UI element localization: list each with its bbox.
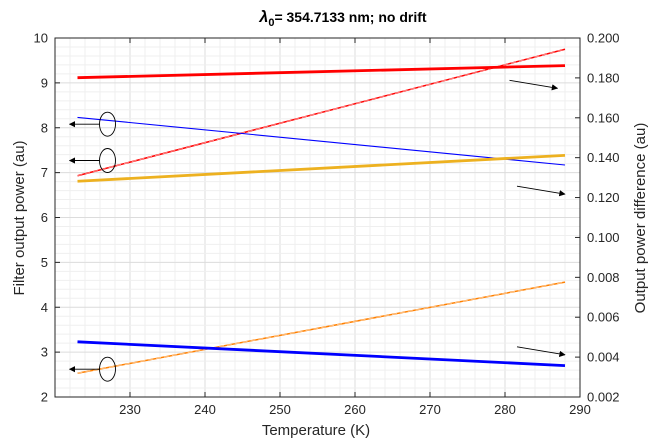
right-series-line-0 xyxy=(77,64,566,80)
x-tick-label: 290 xyxy=(569,402,591,417)
ticks: 230 240 250 260 270 280 290 2 3 4 5 6 7 8 9 10 0.002 0.00… xyxy=(34,31,620,418)
series xyxy=(77,48,566,374)
x-tick-label: 230 xyxy=(119,402,141,417)
right-series-line-1 xyxy=(77,153,566,183)
y-left-axis-label: Filter output power (au) xyxy=(11,140,28,295)
x-tick-label: 240 xyxy=(194,402,216,417)
y-right-tick-label: 0.008 xyxy=(587,270,620,285)
y-left-tick-label: 8 xyxy=(41,120,48,135)
x-axis-label: Temperature (K) xyxy=(262,422,370,439)
y-right-tick-label: 0.200 xyxy=(587,31,620,46)
y-left-tick-label: 6 xyxy=(41,210,48,225)
chart-title: λ0= 354.7133 nm; no drift xyxy=(258,9,426,29)
y-left-tick-label: 9 xyxy=(41,75,48,90)
x-tick-label: 270 xyxy=(419,402,441,417)
title-subscript: 0 xyxy=(268,17,274,29)
y-left-tick-label: 3 xyxy=(41,345,48,360)
y-right-axis-label: Output power difference (au) xyxy=(632,123,649,314)
y-right-tick-label: 0.180 xyxy=(587,70,620,85)
y-left-tick-label: 5 xyxy=(41,255,48,270)
y-right-tick-label: 0.160 xyxy=(587,110,620,125)
x-tick-label: 260 xyxy=(344,402,366,417)
y-right-tick-label: 0.002 xyxy=(587,390,620,405)
x-tick-label: 280 xyxy=(494,402,516,417)
y-right-tick-label: 0.140 xyxy=(587,150,620,165)
y-right-tick-label: 0.004 xyxy=(587,350,620,365)
annotations xyxy=(68,79,566,382)
y-right-tick-label: 0.120 xyxy=(587,190,620,205)
annotation-ellipse xyxy=(99,148,116,173)
left-series-line-1 xyxy=(77,116,566,166)
y-left-tick-label: 4 xyxy=(41,300,48,315)
y-left-tick-label: 10 xyxy=(34,31,48,46)
left-series-line-3 xyxy=(77,340,566,367)
title-lambda: λ xyxy=(258,9,268,26)
title-rest: = 354.7133 nm; no drift xyxy=(274,9,426,25)
y-left-tick-label: 2 xyxy=(41,390,48,405)
annotation-ellipse xyxy=(99,111,116,137)
x-tick-label: 250 xyxy=(269,402,291,417)
left-series-dash-2 xyxy=(77,281,566,374)
y-right-tick-label: 0.006 xyxy=(587,310,620,325)
annotation-arrow-right xyxy=(516,185,566,197)
left-series-dash-0 xyxy=(77,48,566,177)
annotation-arrow-right xyxy=(509,79,559,91)
y-right-tick-label: 0.100 xyxy=(587,230,620,245)
annotation-arrow-right xyxy=(516,346,566,357)
y-left-tick-label: 7 xyxy=(41,165,48,180)
